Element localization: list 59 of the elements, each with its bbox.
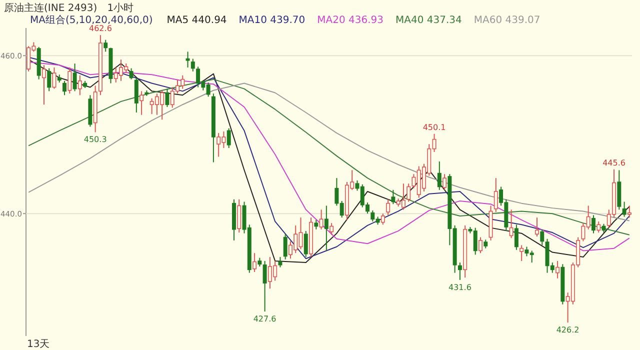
candlestick — [252, 252, 257, 273]
legend-title: MA组合(5,10,20,40,60,0) — [30, 14, 153, 26]
candlestick — [165, 88, 170, 108]
candlestick — [319, 209, 324, 230]
annotation: 450.3 — [84, 135, 107, 144]
candlestick — [62, 80, 67, 96]
candlestick — [262, 260, 267, 312]
candlestick — [104, 39, 108, 52]
candlestick — [386, 198, 390, 216]
candlestick — [324, 205, 328, 252]
candlestick — [406, 183, 411, 202]
candlestick — [622, 201, 626, 218]
candlestick — [478, 236, 482, 254]
candlestick — [237, 198, 242, 234]
text: MA5 440.94 — [166, 15, 227, 26]
candlestick — [391, 189, 396, 205]
candlestick — [134, 77, 138, 114]
candlestick — [540, 228, 544, 246]
text: MA40 437.34 — [396, 15, 462, 26]
candlestick — [380, 213, 385, 226]
candlestick — [283, 234, 288, 260]
text: MA10 439.70 — [238, 15, 306, 26]
candlestick — [330, 222, 334, 236]
annotation: 445.6 — [602, 158, 626, 168]
chart-subtitle: 1小时 — [107, 2, 134, 14]
annotation: 431.6 — [448, 282, 472, 292]
candlestick — [314, 219, 318, 230]
candlestick — [591, 214, 596, 234]
candlestick — [186, 51, 190, 68]
candlestick — [226, 128, 231, 149]
annotation: 427.6 — [253, 314, 276, 324]
text: MA20 436.93 — [317, 15, 384, 26]
text: 13天 — [27, 339, 50, 350]
candlestick — [556, 260, 560, 279]
chart-title: 原油主连(INE 2493) — [4, 2, 98, 14]
candlestick — [129, 68, 134, 80]
candlestick — [442, 174, 447, 190]
annotation: 450.1 — [422, 122, 446, 132]
candlestick — [437, 160, 442, 190]
candlestick — [535, 217, 539, 237]
candlestick — [509, 209, 514, 239]
candlestick — [458, 262, 462, 280]
candlestick — [520, 244, 524, 262]
candlestick — [190, 58, 195, 72]
candlestick — [627, 205, 632, 218]
candlestick — [304, 230, 308, 258]
candlestick — [278, 256, 282, 268]
candlestick — [68, 66, 72, 94]
text: MA60 439.07 — [474, 15, 540, 26]
candlestick — [42, 64, 46, 106]
annotation: 426.2 — [556, 326, 580, 335]
candlestick — [78, 74, 82, 96]
candlestick — [47, 68, 52, 92]
candlestick — [140, 90, 144, 116]
candlestick — [596, 220, 601, 234]
candlestick — [514, 224, 518, 250]
candlestick — [494, 178, 498, 213]
annotation: 462.6 — [89, 24, 112, 34]
candlestick — [72, 63, 77, 92]
